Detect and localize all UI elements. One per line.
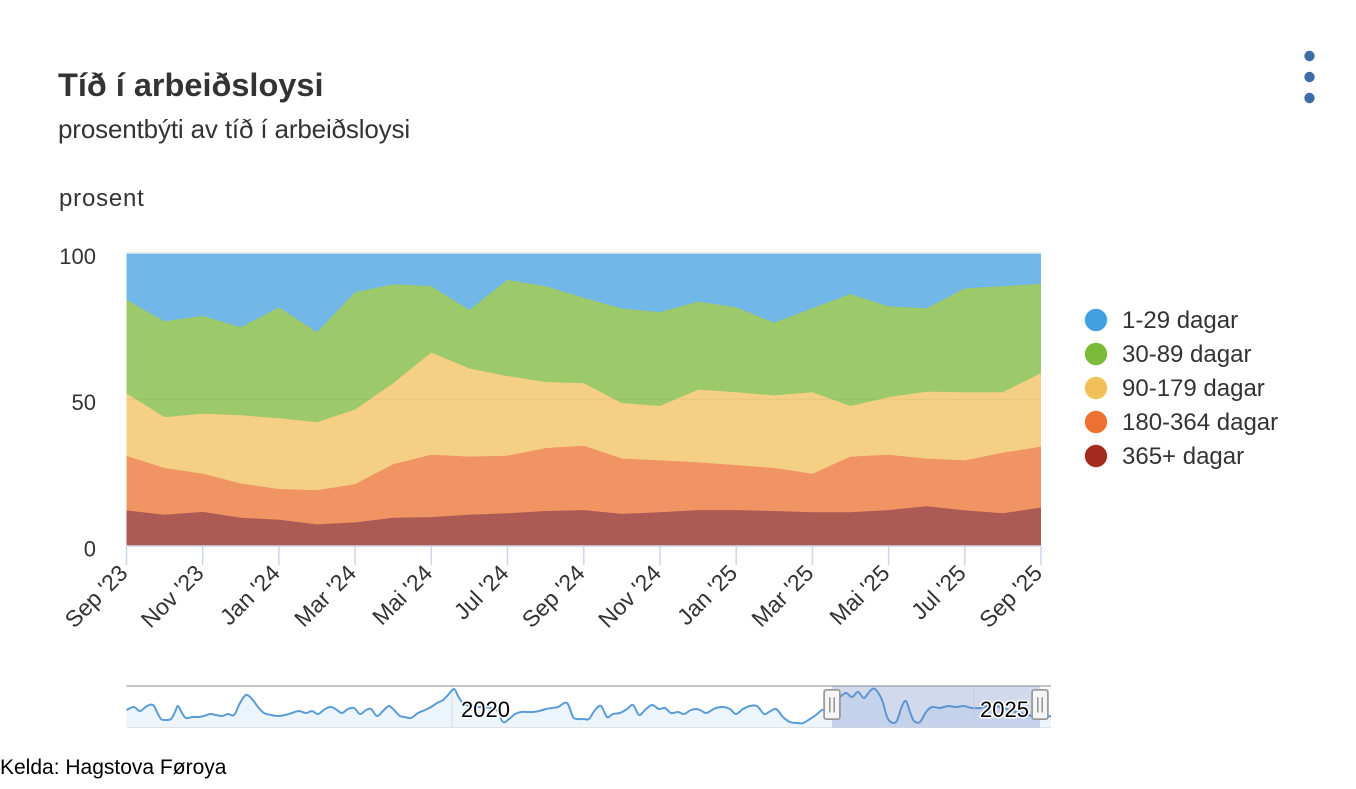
svg-text:1-29 dagar: 1-29 dagar (1122, 307, 1238, 334)
svg-text:prosentbýti av tíð í arbeiðslo: prosentbýti av tíð í arbeiðsloysi (58, 114, 410, 144)
svg-text:90-179 dagar: 90-179 dagar (1122, 375, 1265, 402)
svg-text:100: 100 (59, 244, 96, 269)
svg-text:0: 0 (84, 537, 96, 562)
svg-text:prosent: prosent (59, 185, 145, 212)
svg-text:50: 50 (72, 390, 96, 415)
svg-text:Kelda: Hagstova Føroya: Kelda: Hagstova Føroya (0, 756, 227, 779)
svg-text:30-89 dagar: 30-89 dagar (1122, 341, 1251, 368)
svg-text:180-364 dagar: 180-364 dagar (1122, 409, 1278, 436)
svg-text:365+ dagar: 365+ dagar (1122, 443, 1244, 470)
svg-text:2025: 2025 (980, 697, 1029, 722)
svg-text:2020: 2020 (461, 697, 510, 722)
svg-text:Tíð í arbeiðsloysi: Tíð í arbeiðsloysi (58, 67, 324, 103)
